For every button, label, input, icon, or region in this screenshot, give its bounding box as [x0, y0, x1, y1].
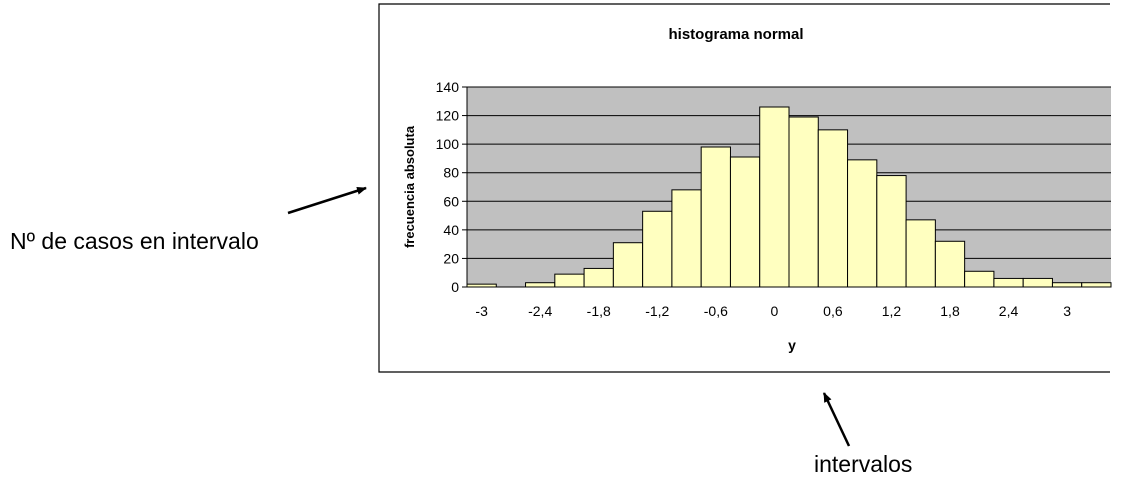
x-ticks: -3 -2,4 -1,8 -1,2 -0,6 0 0,6 1,2 1,8 2,4 3: [475, 303, 1071, 319]
y-tick-label: 0: [451, 279, 459, 295]
bar-3,3: [1081, 282, 1112, 288]
chart-title: histograma normal: [668, 26, 803, 43]
x-tick-label: -0,6: [704, 303, 728, 319]
cases-annotation-arrow: [287, 186, 367, 215]
bar-1,8: [934, 240, 966, 288]
bar-2,1: [964, 270, 995, 288]
x-tick-label: -3: [475, 303, 488, 319]
bar--2,1: [554, 273, 585, 288]
bar--0,6: [700, 146, 731, 288]
bar-1,5: [905, 219, 936, 288]
bar--0,3: [729, 156, 761, 288]
x-tick-label: 2,4: [999, 303, 1019, 319]
y-axis-label: frecuencia absoluta: [402, 125, 417, 248]
x-tick-label: 0,6: [823, 303, 843, 319]
x-tick-label: 1,2: [882, 303, 902, 319]
bar-3: [1051, 282, 1083, 288]
bar--2,4: [525, 282, 556, 288]
intervals-annotation-text: intervalos: [814, 451, 912, 477]
y-tick-label: 60: [443, 193, 459, 209]
x-tick-label: 1,8: [940, 303, 960, 319]
y-tick-label: 100: [436, 136, 460, 152]
bar--0,9: [671, 189, 702, 288]
x-tick-label: 3: [1063, 303, 1071, 319]
x-tick-label: -2,4: [528, 303, 552, 319]
chart-frame: [378, 3, 1110, 373]
y-tick-label: 20: [443, 250, 459, 266]
y-ticks: 0 20 40 60 80 100 120 140: [436, 79, 467, 295]
bar-1,2: [876, 175, 907, 288]
bar-2,4: [993, 277, 1024, 288]
bar--1,8: [583, 267, 614, 288]
y-tick-label: 80: [443, 165, 459, 181]
bar--1,2: [642, 210, 673, 288]
bar-0,9: [847, 159, 878, 288]
x-tick-label: 0: [770, 303, 778, 319]
bar-0,6: [817, 129, 849, 288]
bar--1,5: [612, 242, 644, 288]
bar-2,7: [1022, 277, 1053, 288]
bar-0,3: [788, 116, 819, 288]
x-tick-label: -1,2: [645, 303, 669, 319]
bar-0: [759, 106, 790, 288]
x-tick-label: -1,8: [587, 303, 611, 319]
y-tick-label: 40: [443, 222, 459, 238]
y-tick-label: 140: [436, 79, 460, 95]
bars: [466, 106, 1112, 288]
x-axis-label: y: [788, 337, 796, 353]
intervals-annotation-arrow: [822, 392, 851, 447]
cases-annotation-text: Nº de casos en intervalo: [10, 228, 259, 254]
y-tick-label: 120: [436, 108, 460, 124]
